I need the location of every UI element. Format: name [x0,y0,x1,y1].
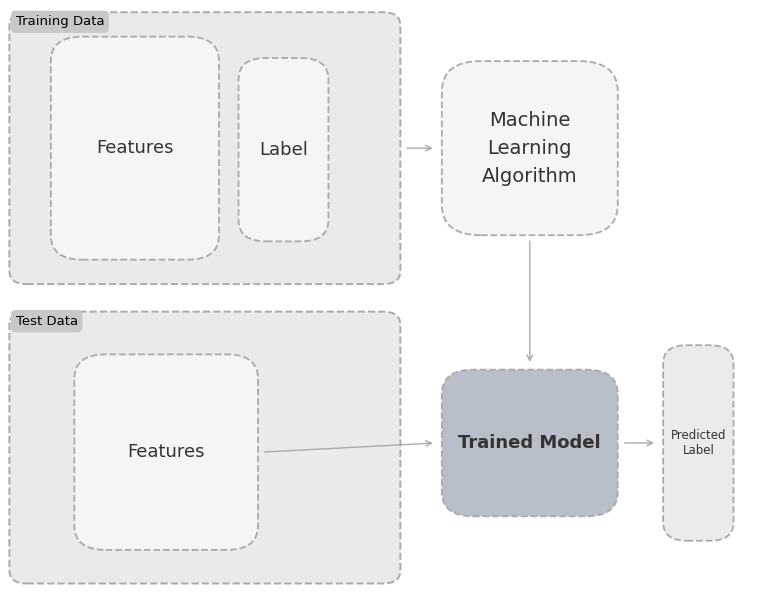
FancyBboxPatch shape [9,312,400,584]
Text: Trained Model: Trained Model [458,434,601,452]
FancyBboxPatch shape [9,12,400,284]
Text: Label: Label [259,141,308,159]
Text: Predicted
Label: Predicted Label [671,429,726,457]
Text: Training Data: Training Data [16,15,104,28]
FancyBboxPatch shape [74,354,258,550]
FancyBboxPatch shape [239,58,328,241]
Text: Features: Features [127,443,205,461]
Text: Machine
Learning
Algorithm: Machine Learning Algorithm [482,111,578,186]
FancyBboxPatch shape [442,370,618,516]
FancyBboxPatch shape [663,345,734,541]
Text: Features: Features [96,139,174,157]
FancyBboxPatch shape [51,37,219,260]
FancyBboxPatch shape [442,61,618,235]
Text: Test Data: Test Data [16,315,77,327]
